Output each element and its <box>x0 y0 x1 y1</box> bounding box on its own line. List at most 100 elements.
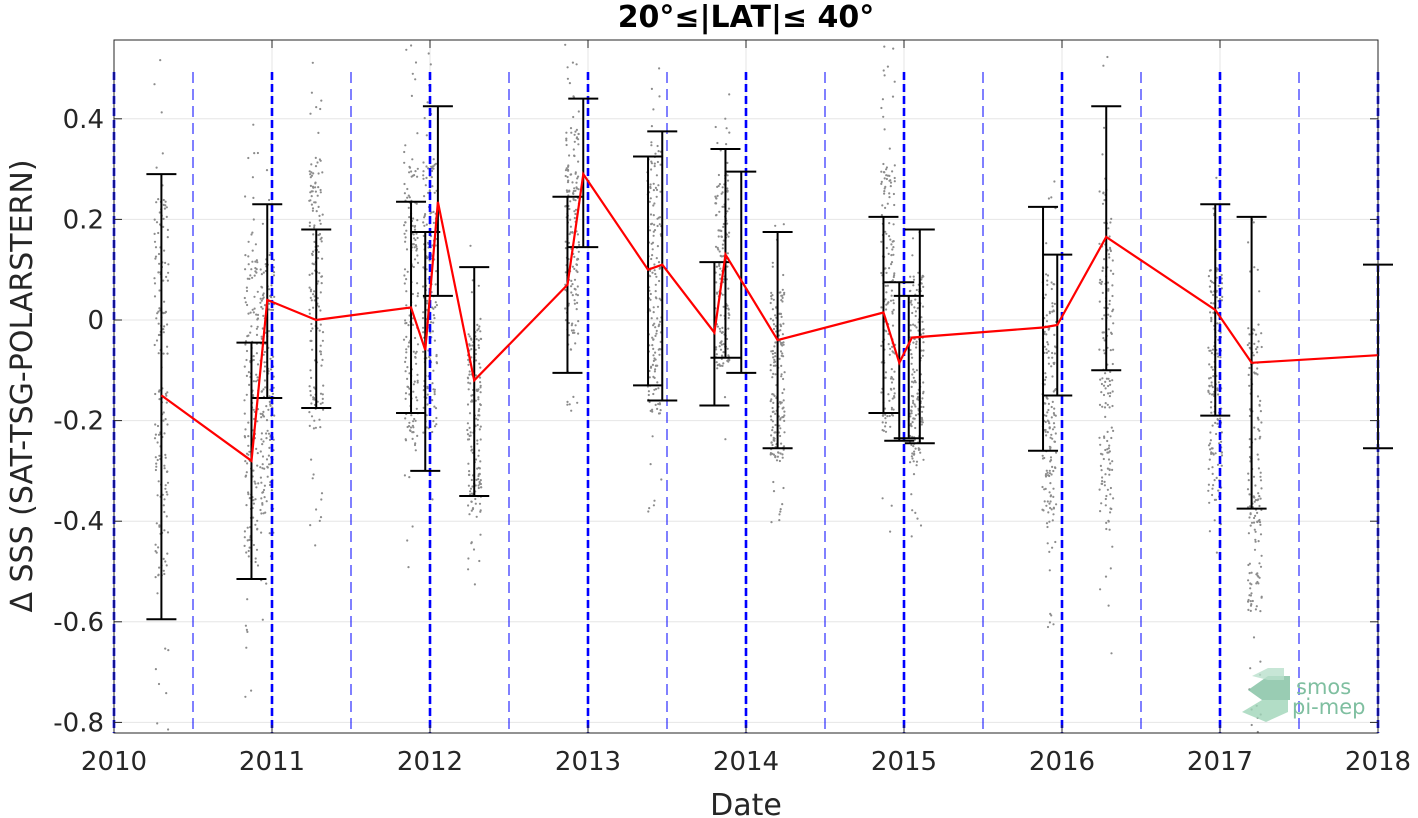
scatter-point <box>577 160 580 163</box>
scatter-point <box>572 115 575 119</box>
scatter-point <box>319 107 322 111</box>
scatter-point <box>920 423 923 426</box>
scatter-point <box>1250 592 1253 595</box>
scatter-point <box>246 630 249 634</box>
scatter-point <box>721 247 724 250</box>
scatter-point <box>251 308 254 311</box>
scatter-point <box>885 246 888 250</box>
scatter-point <box>260 299 263 302</box>
scatter-point <box>920 282 923 285</box>
scatter-point <box>1099 278 1102 281</box>
scatter-point <box>164 453 167 456</box>
scatter-point <box>658 216 662 219</box>
scatter-point <box>887 393 890 396</box>
scatter-point <box>1260 332 1263 335</box>
scatter-point <box>478 325 481 328</box>
scatter-point <box>310 299 313 302</box>
scatter-point <box>411 158 414 161</box>
scatter-point <box>727 327 730 330</box>
scatter-point <box>1248 455 1252 459</box>
scatter-point <box>889 530 892 533</box>
scatter-point <box>1254 540 1257 543</box>
scatter-point <box>435 361 438 364</box>
scatter-point <box>404 322 407 325</box>
scatter-point <box>717 235 720 238</box>
scatter-point <box>309 290 312 293</box>
scatter-point <box>922 275 925 278</box>
scatter-point <box>432 158 435 161</box>
scatter-point <box>1103 221 1106 224</box>
scatter-point <box>155 201 158 204</box>
scatter-point <box>431 330 434 333</box>
scatter-point <box>406 385 409 388</box>
scatter-point <box>412 265 415 269</box>
scatter-point <box>404 236 407 239</box>
scatter-point <box>892 408 895 411</box>
scatter-point <box>309 288 313 291</box>
scatter-point <box>773 345 776 348</box>
scatter-point <box>576 285 579 288</box>
scatter-point <box>1256 416 1259 419</box>
scatter-point <box>575 186 578 189</box>
scatter-point <box>426 387 429 390</box>
scatter-point <box>783 291 786 294</box>
scatter-point <box>414 442 417 445</box>
scatter-point <box>474 458 478 461</box>
scatter-point <box>164 261 167 264</box>
scatter-point <box>1111 390 1114 393</box>
scatter-point <box>1248 572 1251 575</box>
scatter-point <box>1253 426 1256 429</box>
scatter-point <box>717 248 720 251</box>
scatter-point <box>1047 350 1050 353</box>
scatter-point <box>714 125 717 129</box>
scatter-point <box>722 222 725 226</box>
scatter-point <box>1051 302 1054 305</box>
scatter-point <box>1216 389 1219 392</box>
scatter-point <box>1044 420 1047 424</box>
scatter-point <box>154 255 158 258</box>
scatter-point <box>316 297 319 300</box>
scatter-point <box>572 197 575 200</box>
scatter-point <box>1249 582 1252 585</box>
scatter-point <box>570 285 573 288</box>
scatter-point <box>577 332 580 335</box>
scatter-point <box>1053 180 1056 183</box>
scatter-point <box>412 420 415 423</box>
scatter-point <box>1101 269 1104 272</box>
scatter-point <box>477 486 480 490</box>
scatter-point <box>248 277 251 280</box>
mean-line <box>160 171 1379 463</box>
scatter-point <box>1107 384 1110 388</box>
scatter-point <box>156 592 159 595</box>
scatter-point <box>479 438 482 441</box>
scatter-point <box>318 232 322 236</box>
scatter-point <box>313 201 316 204</box>
scatter-point <box>162 557 165 561</box>
scatter-point <box>655 174 659 177</box>
scatter-point <box>154 456 157 459</box>
scatter-point <box>431 382 434 385</box>
scatter-point <box>265 169 269 172</box>
scatter-point <box>656 305 660 308</box>
scatter-point <box>573 278 577 281</box>
scatter-point <box>912 275 915 278</box>
scatter-point <box>416 254 419 257</box>
scatter-point <box>268 400 271 403</box>
scatter-point <box>771 406 774 410</box>
scatter-point <box>435 270 438 273</box>
scatter-point <box>914 310 918 313</box>
scatter-point <box>158 454 161 457</box>
scatter-point <box>1044 372 1047 375</box>
scatter-point <box>153 83 156 86</box>
scatter-point <box>247 156 250 160</box>
scatter-point <box>912 453 916 456</box>
scatter-point <box>264 511 267 514</box>
scatter-point <box>260 390 264 393</box>
scatter-point <box>779 329 782 332</box>
scatter-point <box>403 282 406 285</box>
scatter-point <box>1043 345 1046 348</box>
scatter-point <box>249 311 252 314</box>
scatter-point <box>1210 301 1213 305</box>
scatter-point <box>317 280 320 283</box>
scatter-point <box>912 460 915 463</box>
